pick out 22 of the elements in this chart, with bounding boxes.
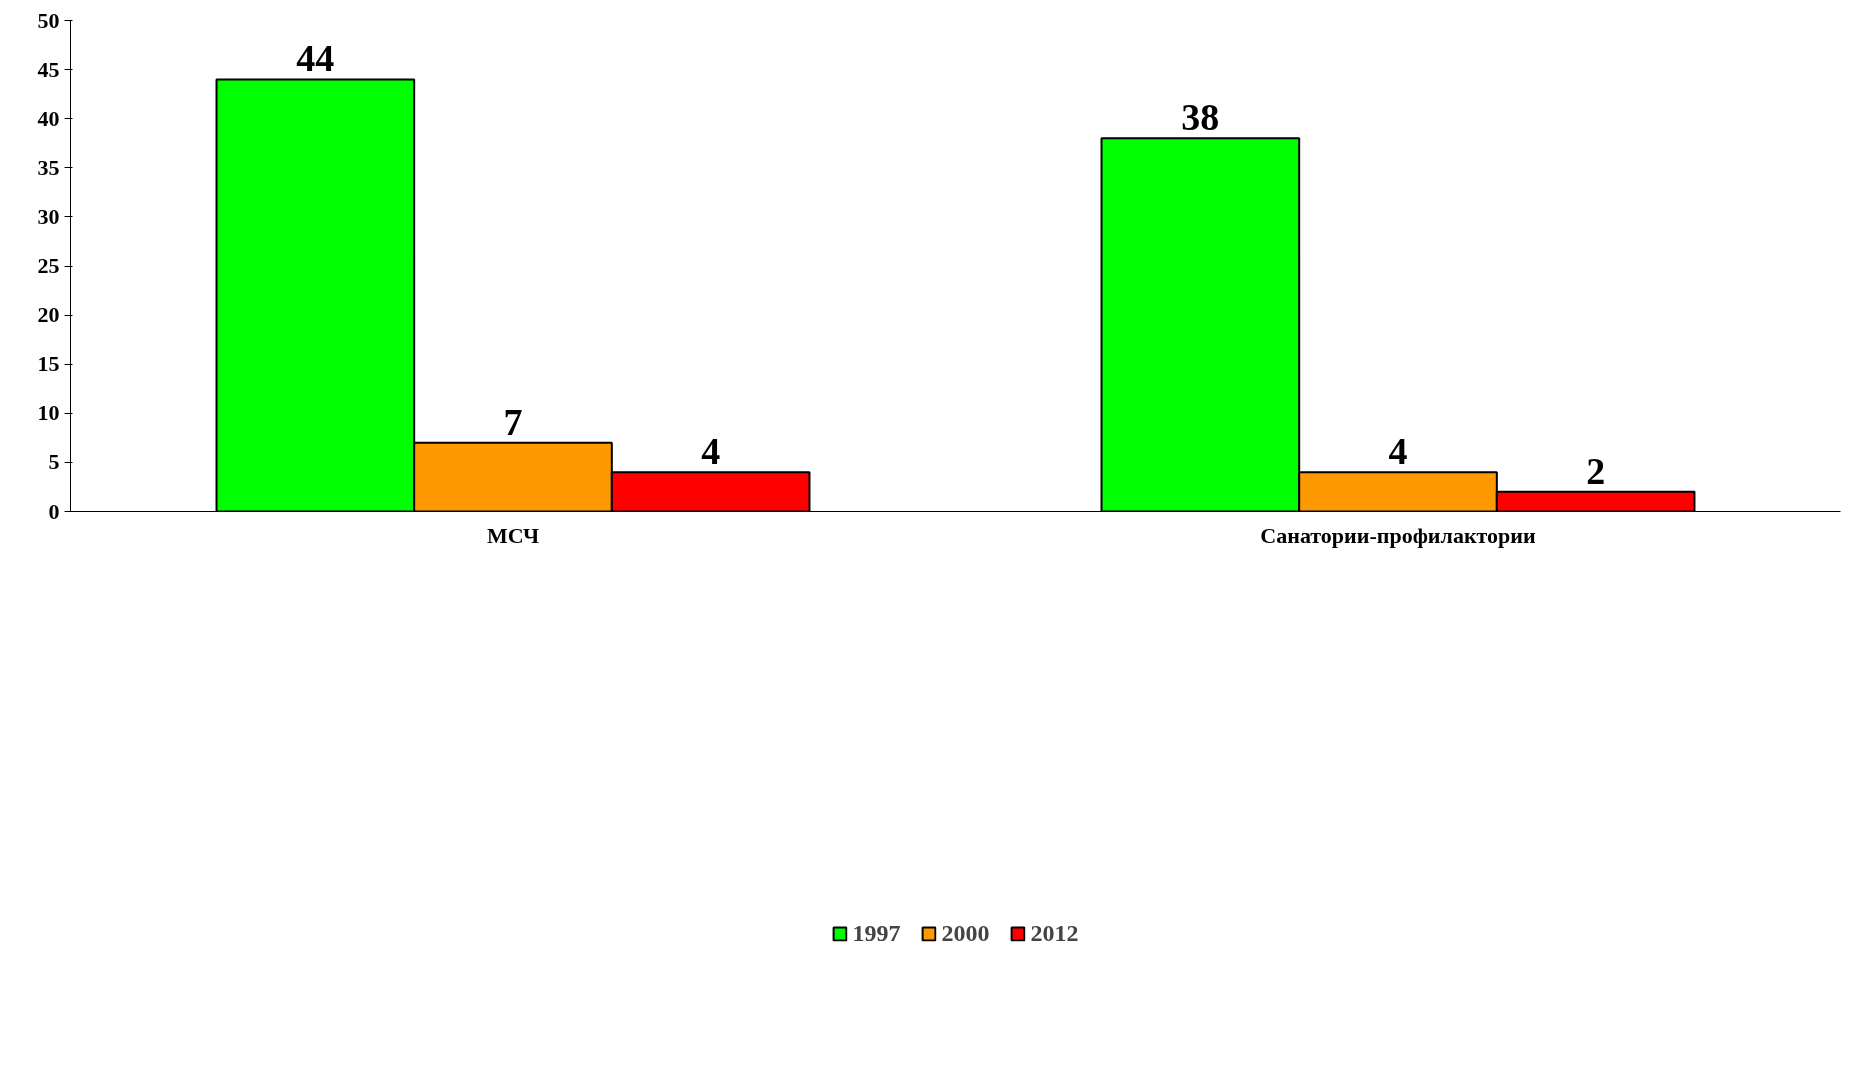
y-tick-label: 5: [48, 449, 60, 475]
data-label: 4: [701, 430, 721, 473]
y-tick-label: 15: [37, 351, 60, 377]
x-tick-label: МСЧ: [486, 522, 540, 548]
legend-label: 2000: [941, 919, 990, 947]
legend-label: 2012: [1030, 919, 1079, 947]
data-label: 2: [1586, 449, 1606, 492]
y-tick-label: 35: [37, 154, 60, 180]
y-tick-label: 10: [37, 400, 60, 426]
y-tick-label: 30: [37, 203, 60, 229]
x-tick-label: Санатории-профилактории: [1260, 522, 1536, 548]
y-tick-label: 50: [37, 7, 60, 33]
data-label: 7: [503, 400, 523, 443]
legend-label: 1997: [852, 919, 901, 947]
y-tick-label: 45: [37, 56, 60, 82]
y-tick-label: 40: [37, 105, 60, 131]
y-tick-label: 0: [48, 498, 60, 524]
data-label: 38: [1181, 96, 1220, 139]
data-label: 4: [1388, 430, 1408, 473]
y-tick-label: 20: [37, 302, 60, 328]
data-label: 44: [296, 37, 335, 80]
y-tick-label: 25: [37, 253, 60, 278]
